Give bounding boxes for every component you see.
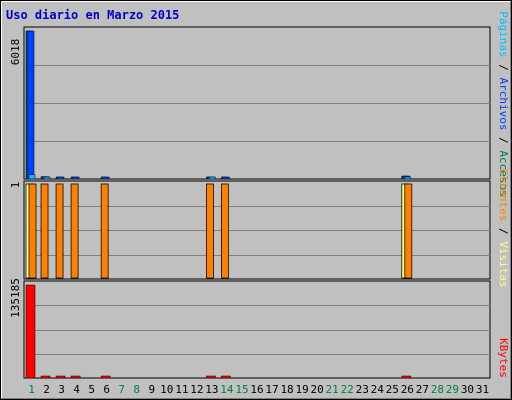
legend-panel2-separator: /: [497, 221, 510, 241]
x-label-day-29: 29: [446, 383, 459, 396]
x-label-day-30: 30: [461, 383, 474, 396]
legend-panel1-separator: /: [497, 58, 510, 78]
bar-clientes-day-2: [40, 183, 49, 279]
legend-panel2-item-visitas: Visitas: [497, 241, 510, 287]
legend-panel1-item-accesos: Accesos: [497, 150, 510, 196]
x-label-day-3: 3: [58, 383, 65, 396]
x-label-day-16: 16: [250, 383, 263, 396]
x-label-day-19: 19: [295, 383, 308, 396]
bar-archivos-day-4: [71, 176, 80, 180]
x-label-day-12: 12: [190, 383, 203, 396]
bar-kbytes-day-2: [40, 375, 51, 379]
chart-title: Uso diario en Marzo 2015: [6, 8, 179, 22]
legend-panel2: Clientes / Visitas: [497, 168, 510, 287]
bar-clientes-day-26: [404, 183, 413, 279]
legend-panel3-item-kbytes: KBytes: [497, 338, 510, 378]
x-label-day-5: 5: [88, 383, 95, 396]
panel3-ymax-label: 135185: [9, 278, 22, 318]
x-label-day-11: 11: [175, 383, 188, 396]
bar-kbytes-day-6: [100, 375, 111, 379]
panel-2: [23, 180, 491, 280]
x-label-day-18: 18: [280, 383, 293, 396]
panel2-ymax-label: 1: [9, 182, 22, 189]
bar-clientes-day-4: [70, 183, 79, 279]
x-label-day-31: 31: [476, 383, 489, 396]
bar-clientes-day-1: [28, 183, 37, 279]
bar-kbytes-day-1: [25, 284, 36, 379]
legend-panel2-item-clientes: Clientes: [497, 168, 510, 221]
x-label-day-21: 21: [326, 383, 339, 396]
bar-clientes-day-6: [100, 183, 109, 279]
x-label-day-2: 2: [43, 383, 50, 396]
x-label-day-20: 20: [311, 383, 324, 396]
bar-archivos-day-14: [222, 176, 230, 180]
x-label-day-24: 24: [371, 383, 385, 396]
bar-paginas-day-13: [209, 176, 216, 180]
legend-panel1-item-páginas: Páginas: [497, 11, 510, 57]
bar-clientes-day-14: [221, 183, 229, 279]
x-label-day-1: 1: [28, 383, 35, 396]
panel-3-plot-area: [23, 280, 491, 379]
x-label-day-15: 15: [235, 383, 248, 396]
x-label-day-28: 28: [431, 383, 444, 396]
bar-archivos-day-3: [56, 176, 65, 180]
x-label-day-4: 4: [73, 383, 80, 396]
bar-kbytes-day-26: [401, 375, 412, 379]
panel-3: [23, 280, 491, 379]
x-label-day-22: 22: [341, 383, 354, 396]
x-label-day-9: 9: [148, 383, 155, 396]
bar-kbytes-day-14: [221, 375, 231, 379]
bar-kbytes-day-4: [70, 375, 81, 379]
bar-clientes-day-13: [206, 183, 214, 279]
x-label-day-13: 13: [205, 383, 218, 396]
bar-kbytes-day-13: [206, 375, 216, 379]
bar-paginas-day-1: [28, 174, 36, 180]
x-axis-labels: 1 2 3 4 5 6 7 8 9 10 11 12 13 14 15 16 17 18 19 20 21 22 23 24 2…: [28, 383, 489, 396]
bar-clientes-day-3: [55, 183, 64, 279]
x-label-day-8: 8: [133, 383, 140, 396]
x-label-day-23: 23: [356, 383, 369, 396]
panel-1: [23, 26, 491, 180]
bar-paginas-day-26: [404, 176, 412, 180]
legend-panel3: KBytes: [497, 338, 510, 378]
x-label-day-25: 25: [386, 383, 399, 396]
x-label-day-6: 6: [103, 383, 110, 396]
bar-paginas-day-2: [43, 176, 51, 180]
x-label-day-27: 27: [416, 383, 429, 396]
bar-kbytes-day-3: [55, 375, 66, 379]
panel1-ymax-label: 6018: [9, 39, 22, 66]
x-label-day-17: 17: [265, 383, 278, 396]
x-label-day-7: 7: [118, 383, 125, 396]
panels: [23, 26, 491, 379]
x-label-day-10: 10: [160, 383, 173, 396]
bar-archivos-day-1: [26, 30, 35, 180]
legend-panel1-item-archivos: Archivos: [497, 78, 510, 131]
legend-panel1: Páginas / Archivos / Accesos: [497, 11, 510, 196]
x-label-day-26: 26: [401, 383, 414, 396]
x-label-day-14: 14: [220, 383, 234, 396]
bar-archivos-day-6: [101, 176, 110, 180]
legend-panel1-separator: /: [497, 130, 510, 150]
